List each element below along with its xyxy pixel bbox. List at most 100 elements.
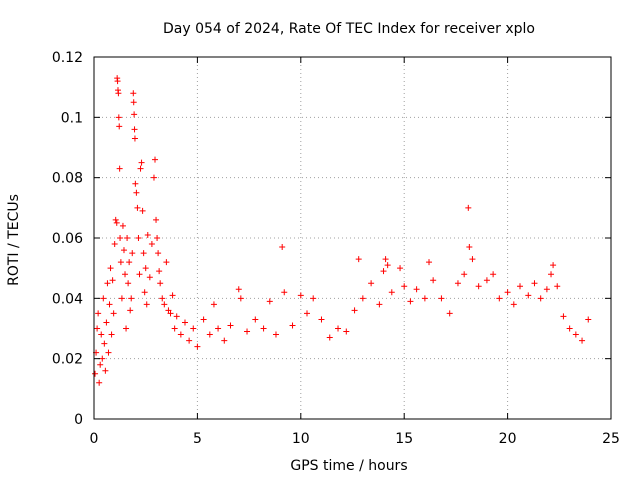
data-point xyxy=(244,328,251,335)
data-point xyxy=(131,111,138,118)
data-point xyxy=(111,241,118,248)
data-point xyxy=(304,310,311,317)
data-point xyxy=(177,331,184,338)
data-point xyxy=(98,331,105,338)
data-point xyxy=(504,289,511,296)
data-point xyxy=(380,268,387,275)
data-point xyxy=(94,325,101,332)
data-point xyxy=(130,99,137,106)
data-point xyxy=(227,322,234,329)
data-point xyxy=(155,250,162,257)
data-point xyxy=(159,295,166,302)
data-point xyxy=(129,250,136,257)
data-point xyxy=(550,262,557,269)
data-point xyxy=(116,123,123,130)
data-point xyxy=(102,367,109,374)
data-point xyxy=(326,334,333,341)
data-point xyxy=(127,307,134,314)
data-point xyxy=(153,216,160,223)
data-point xyxy=(413,286,420,293)
data-point xyxy=(135,235,142,241)
data-point xyxy=(92,370,99,377)
data-point xyxy=(426,259,433,266)
data-point xyxy=(237,295,244,302)
data-point xyxy=(138,159,145,166)
data-point xyxy=(572,331,579,338)
data-point xyxy=(384,262,391,269)
data-point xyxy=(421,295,428,302)
data-point xyxy=(510,301,517,308)
data-point xyxy=(517,283,524,290)
data-point xyxy=(156,268,163,275)
data-point xyxy=(461,271,468,278)
data-point xyxy=(146,274,153,281)
data-point xyxy=(154,235,161,241)
data-point xyxy=(260,325,267,332)
data-point xyxy=(355,256,362,263)
data-point xyxy=(112,216,119,223)
x-tick-label: 10 xyxy=(292,431,310,447)
data-point xyxy=(142,265,149,272)
data-point xyxy=(181,319,188,326)
data-point xyxy=(140,250,147,257)
data-point xyxy=(297,292,304,299)
data-point xyxy=(310,295,317,302)
data-point xyxy=(318,316,325,323)
data-point xyxy=(117,235,124,241)
data-point xyxy=(109,277,116,284)
data-point xyxy=(585,316,592,323)
data-point xyxy=(96,379,103,386)
data-point xyxy=(143,301,150,308)
data-point xyxy=(401,283,408,290)
data-point xyxy=(130,90,137,97)
data-point xyxy=(266,298,273,305)
data-point xyxy=(579,337,586,344)
data-point xyxy=(161,301,168,308)
data-point xyxy=(465,204,472,211)
data-point xyxy=(165,307,172,314)
data-point xyxy=(171,325,178,332)
y-tick-label: 0.02 xyxy=(52,352,83,368)
data-point xyxy=(125,280,132,287)
data-point xyxy=(200,316,207,323)
data-point xyxy=(148,241,155,248)
data-point xyxy=(279,244,286,251)
y-tick-label: 0.12 xyxy=(52,50,83,66)
data-point xyxy=(469,256,476,263)
data-point xyxy=(382,256,389,263)
data-point xyxy=(446,310,453,317)
x-tick-label: 25 xyxy=(602,431,620,447)
data-point xyxy=(126,259,133,266)
data-point xyxy=(252,316,259,323)
data-point xyxy=(132,180,139,187)
y-tick-label: 0.06 xyxy=(52,231,83,247)
data-point xyxy=(289,322,296,329)
data-point xyxy=(221,337,228,344)
data-point xyxy=(103,319,110,326)
data-point xyxy=(525,292,532,299)
data-point xyxy=(108,331,115,338)
data-point xyxy=(368,280,375,287)
data-point xyxy=(116,165,123,172)
data-point xyxy=(119,222,126,229)
data-point xyxy=(100,295,107,302)
data-point xyxy=(118,295,125,302)
data-point xyxy=(107,265,114,272)
x-axis-title: GPS time / hours xyxy=(290,458,407,474)
data-point xyxy=(475,283,482,290)
data-point xyxy=(141,289,148,296)
data-point xyxy=(169,292,176,299)
data-point xyxy=(206,331,213,338)
data-point xyxy=(438,295,445,302)
data-point xyxy=(351,307,358,314)
chart-title: Day 054 of 2024, Rate Of TEC Index for r… xyxy=(163,21,535,37)
data-point xyxy=(335,325,342,332)
data-point xyxy=(560,313,567,320)
data-point xyxy=(490,271,497,278)
data-point xyxy=(123,325,130,332)
axis-ticks: 0 5 10 15 20 25 0 0.02 0.04 0.06 0.08 0.1 0.12 xyxy=(52,50,620,447)
data-point xyxy=(210,301,217,308)
y-tick-label: 0.04 xyxy=(52,291,83,307)
data-point xyxy=(537,295,544,302)
